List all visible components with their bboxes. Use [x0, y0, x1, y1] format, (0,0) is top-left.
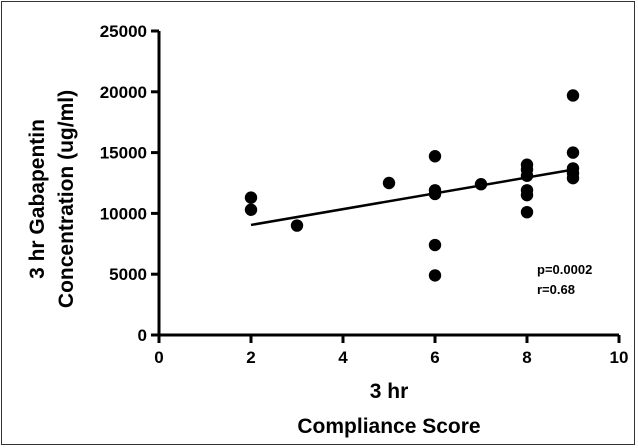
y-tick-label: 25000: [100, 22, 147, 41]
data-point: [520, 188, 534, 202]
data-point: [428, 150, 442, 163]
data-point: [244, 203, 258, 216]
data-point: [428, 269, 442, 282]
data-point: [520, 169, 534, 182]
data-point: [382, 176, 396, 190]
x-tick-label: 6: [430, 348, 439, 367]
data-point: [428, 187, 442, 201]
data-point: [520, 205, 534, 219]
y-axis-title-line2: Concentration (ug/ml): [55, 90, 78, 308]
data-point: [566, 89, 580, 102]
y-axis-ticks: 0 5000 10000 15000 20000 25000: [100, 22, 159, 345]
y-tick-label: 15000: [100, 144, 147, 163]
data-points: [244, 89, 580, 282]
data-point: [290, 219, 304, 232]
data-point: [566, 146, 580, 159]
x-tick-label: 0: [154, 348, 163, 367]
regression-line: [250, 168, 574, 227]
y-axis-title-line1: 3 hr Gabapentin: [26, 119, 49, 279]
x-axis-title-line1: 3 hr: [370, 380, 409, 403]
p-value-annotation: p=0.0002: [537, 262, 592, 277]
x-tick-label: 4: [338, 348, 348, 367]
axes: [157, 31, 619, 337]
data-point: [428, 238, 442, 252]
data-point: [244, 191, 258, 204]
y-tick-label: 5000: [109, 265, 147, 284]
x-axis-title-line2: Compliance Score: [297, 415, 480, 438]
x-tick-label: 8: [522, 348, 531, 367]
r-value-annotation: r=0.68: [537, 282, 575, 297]
y-tick-label: 10000: [100, 204, 147, 223]
x-tick-label: 2: [246, 348, 255, 367]
data-point: [474, 178, 488, 191]
x-tick-label: 10: [610, 348, 629, 367]
y-tick-label: 20000: [100, 83, 147, 102]
data-point: [566, 171, 580, 185]
y-tick-label: 0: [138, 326, 147, 345]
regression-line-group: [250, 168, 574, 227]
x-axis-ticks: 0 2 4 6 8 10: [154, 335, 628, 367]
